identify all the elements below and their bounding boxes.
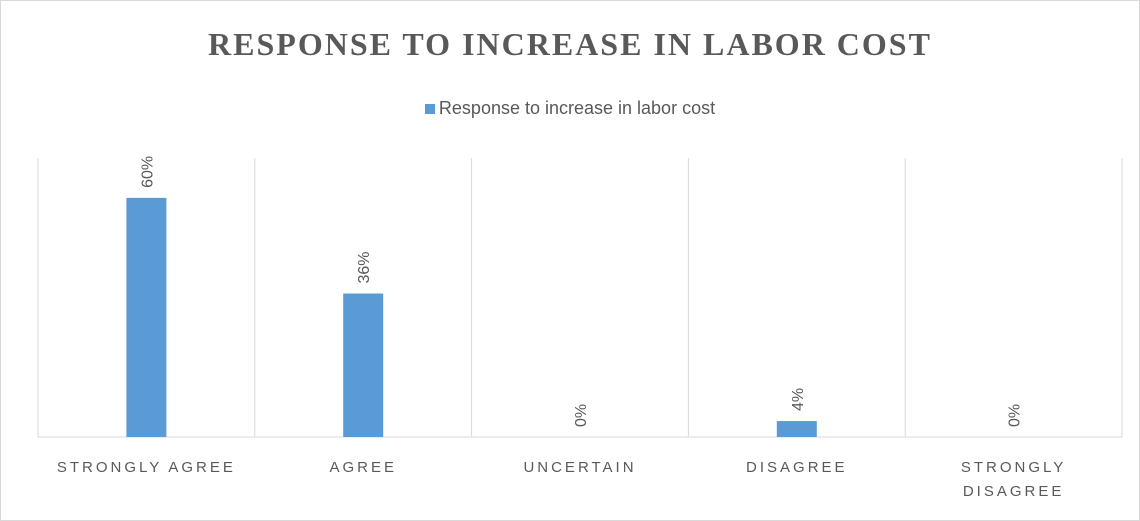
category-label: STRONGLY [961,459,1066,476]
legend-label: Response to increase in labor cost [438,98,716,118]
category-label: UNCERTAIN [523,459,636,476]
legend: Response to increase in labor cost [0,98,1140,119]
data-label: 4% [790,388,807,411]
legend-swatch [424,103,435,114]
data-label: 36% [356,251,373,283]
category-label: DISAGREE [746,459,848,476]
bar [343,293,384,437]
category-label: DISAGREE [963,483,1065,500]
data-label: 0% [573,404,590,427]
bar [776,421,817,437]
category-label: AGREE [329,459,397,476]
chart-title: RESPONSE TO INCREASE IN LABOR COST [208,26,932,62]
data-label: 0% [1007,404,1024,427]
category-label: STRONGLY AGREE [57,459,236,476]
bar [126,197,167,437]
data-label: 60% [139,156,156,188]
